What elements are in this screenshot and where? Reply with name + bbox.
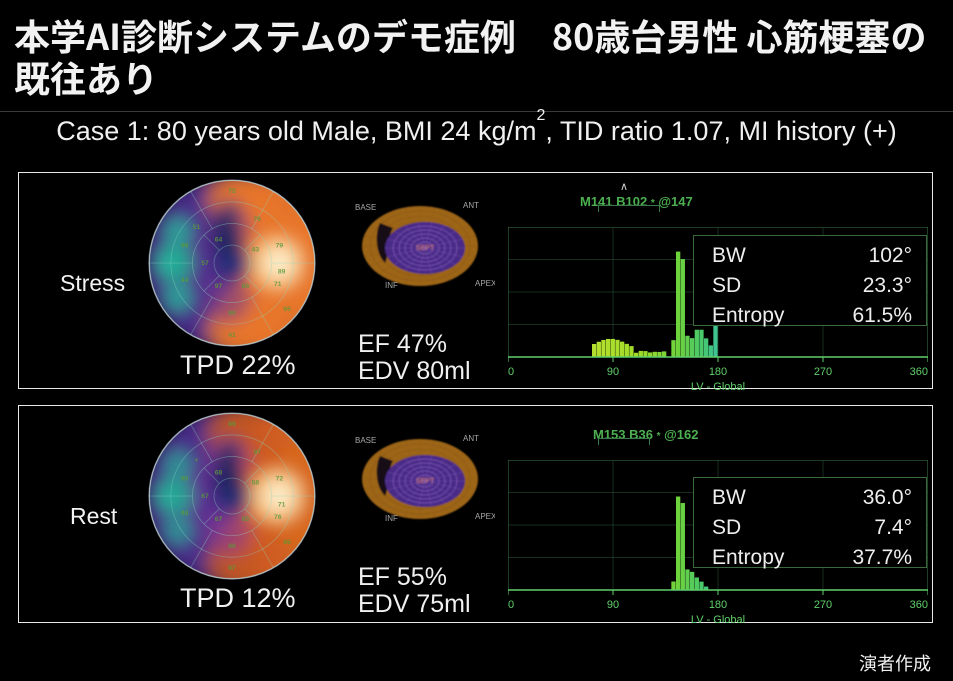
svg-text:270: 270	[814, 366, 832, 378]
svg-text:68: 68	[215, 469, 223, 476]
svg-text:ANT: ANT	[463, 201, 479, 210]
svg-text:43: 43	[252, 246, 260, 253]
svg-text:180: 180	[709, 599, 727, 611]
svg-text:APEX: APEX	[475, 279, 495, 288]
svg-text:90: 90	[228, 543, 236, 550]
svg-text:76: 76	[274, 514, 282, 521]
svg-text:85: 85	[242, 516, 250, 523]
svg-text:76: 76	[253, 216, 261, 223]
svg-text:+: +	[194, 457, 198, 464]
svg-text:180: 180	[709, 366, 727, 378]
svg-text:75: 75	[228, 188, 236, 195]
svg-text:SEPT: SEPT	[416, 478, 435, 485]
svg-text:86: 86	[242, 283, 250, 290]
svg-text:71: 71	[278, 502, 286, 509]
svg-text:INF: INF	[385, 514, 398, 523]
svg-text:80: 80	[228, 310, 236, 317]
svg-text:95: 95	[181, 476, 189, 483]
svg-text:57: 57	[201, 260, 209, 267]
svg-text:ANT: ANT	[463, 434, 479, 443]
svg-text:90: 90	[607, 599, 619, 611]
svg-text:0: 0	[508, 599, 514, 611]
svg-text:48: 48	[181, 510, 189, 517]
svg-text:270: 270	[814, 599, 832, 611]
svg-text:58: 58	[252, 479, 260, 486]
svg-text:97: 97	[253, 449, 261, 456]
svg-text:89: 89	[228, 421, 236, 428]
svg-text:LV - Global: LV - Global	[691, 614, 745, 623]
svg-text:89: 89	[278, 269, 286, 276]
svg-text:360: 360	[910, 366, 928, 378]
svg-text:BASE: BASE	[355, 203, 376, 212]
svg-text:44: 44	[181, 277, 189, 284]
svg-text:90: 90	[607, 366, 619, 378]
svg-text:INF: INF	[385, 281, 398, 290]
svg-text:64: 64	[215, 236, 223, 243]
svg-text:APEX: APEX	[475, 512, 495, 521]
svg-text:65: 65	[283, 306, 291, 313]
svg-text:67: 67	[201, 493, 209, 500]
svg-text:97: 97	[228, 565, 236, 572]
svg-text:99: 99	[181, 243, 189, 250]
svg-text:97: 97	[215, 283, 223, 290]
svg-text:41: 41	[228, 332, 236, 339]
svg-text:0: 0	[508, 366, 514, 378]
svg-text:65: 65	[283, 539, 291, 546]
svg-text:72: 72	[276, 476, 284, 483]
svg-text:51: 51	[193, 224, 201, 231]
svg-text:SEPT: SEPT	[416, 245, 435, 252]
svg-text:360: 360	[910, 599, 928, 611]
svg-text:LV - Global: LV - Global	[691, 381, 745, 390]
svg-text:79: 79	[276, 243, 284, 250]
svg-text:71: 71	[274, 281, 282, 288]
svg-text:67: 67	[215, 516, 223, 523]
svg-text:BASE: BASE	[355, 436, 376, 445]
